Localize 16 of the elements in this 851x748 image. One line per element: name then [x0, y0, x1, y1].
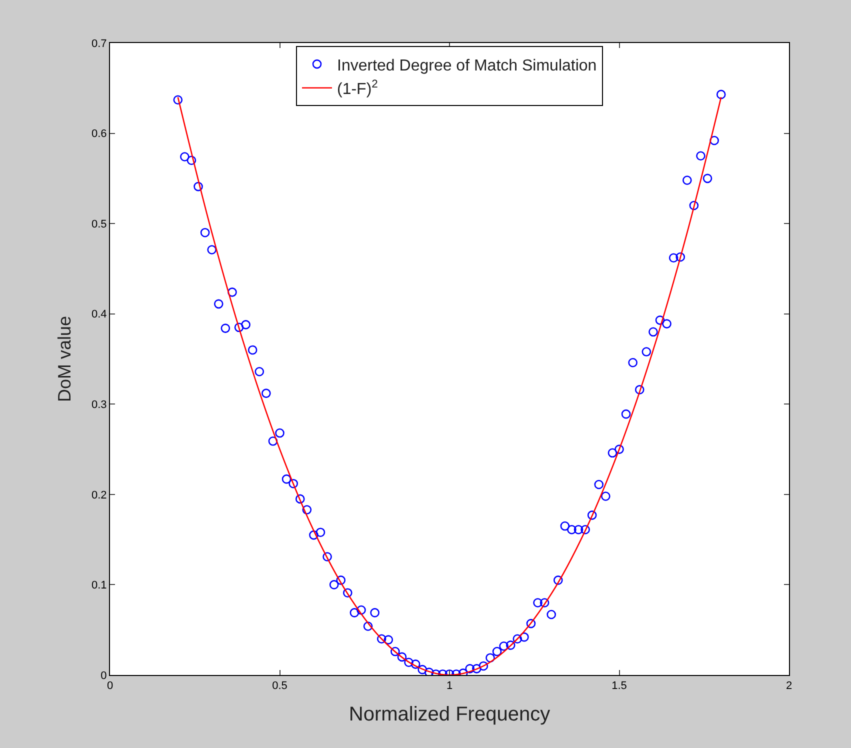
x-tick-label: 0.5 — [272, 680, 288, 692]
y-tick-label: 0 — [100, 670, 107, 682]
x-tick-label: 1 — [446, 680, 453, 692]
legend-label: (1-F)$^{2}$ — [337, 78, 378, 98]
y-axis-title: DoM value — [54, 316, 75, 402]
y-tick-label: 0.1 — [92, 580, 107, 592]
y-tick-label: 0.2 — [92, 489, 107, 502]
y-tick-label: 0.4 — [92, 308, 107, 321]
y-tick-label: 0.5 — [92, 218, 107, 230]
y-tick-label: 0.3 — [92, 398, 107, 411]
y-tick-label: 0.7 — [92, 38, 107, 50]
x-axis-title: Normalized Frequency — [348, 704, 550, 726]
x-tick-label: 2 — [786, 680, 792, 692]
legend-label: Inverted Degree of Match Simulation — [337, 57, 597, 74]
x-tick-label: 1.5 — [612, 680, 627, 692]
y-tick-label: 0.6 — [92, 128, 107, 140]
